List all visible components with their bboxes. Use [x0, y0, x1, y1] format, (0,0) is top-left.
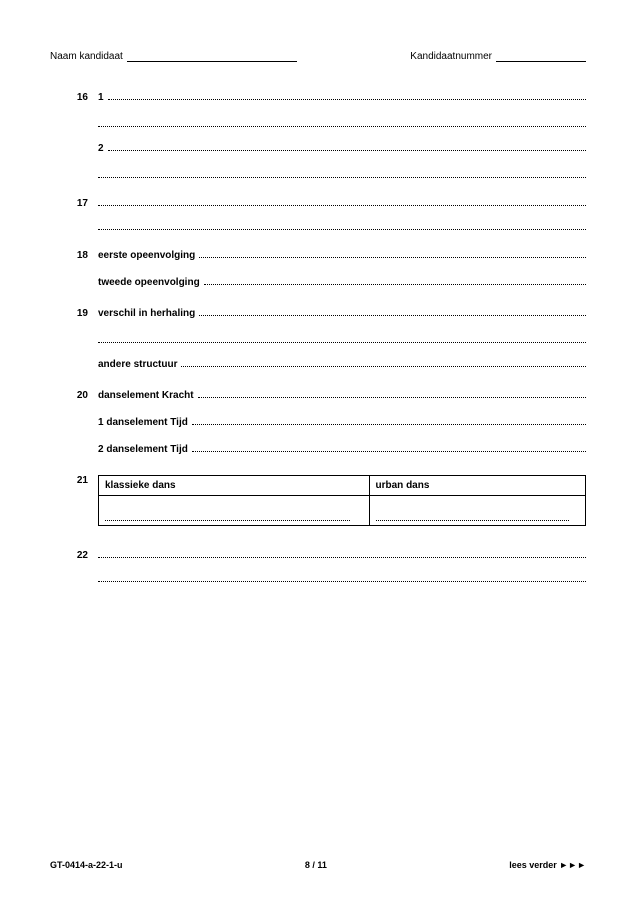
dotted-line[interactable]	[98, 572, 586, 582]
question-number: 20	[70, 388, 98, 401]
question-body: eerste opeenvolging tweede opeenvolging	[98, 248, 586, 302]
dotted-line[interactable]	[192, 415, 586, 425]
footer: GT-0414-a-22-1-u 8 / 11 lees verder ►►►	[50, 860, 586, 870]
dotted-line[interactable]	[198, 388, 586, 398]
dotted-line[interactable]	[98, 333, 586, 343]
dotted-line[interactable]	[199, 248, 586, 258]
question-row: 19verschil in herhaling andere structuur	[70, 306, 586, 384]
line-prefix: 1 danselement Tijd	[98, 417, 192, 428]
dotted-line[interactable]	[376, 513, 569, 521]
answer-line[interactable]: 2	[98, 141, 586, 154]
question-number: 18	[70, 248, 98, 261]
question-number: 19	[70, 306, 98, 319]
line-prefix: andere structuur	[98, 359, 181, 370]
answer-table: klassieke dansurban dans	[98, 475, 586, 526]
table-row	[99, 496, 586, 526]
question-row: 21klassieke dansurban dans	[70, 473, 586, 544]
dotted-line[interactable]	[98, 196, 586, 206]
dotted-line[interactable]	[108, 141, 586, 151]
question-number: 17	[70, 196, 98, 209]
question-body: klassieke dansurban dans	[98, 473, 586, 544]
dotted-line[interactable]	[108, 90, 586, 100]
question-number: 22	[70, 548, 98, 561]
table-cell[interactable]	[99, 496, 370, 526]
dotted-line[interactable]	[98, 168, 586, 178]
question-row: 18eerste opeenvolging tweede opeenvolging	[70, 248, 586, 302]
answer-line[interactable]	[98, 168, 586, 178]
answer-line[interactable]	[98, 333, 586, 343]
answer-line[interactable]: danselement Kracht	[98, 388, 586, 401]
answer-line[interactable]: verschil in herhaling	[98, 306, 586, 319]
line-prefix: tweede opeenvolging	[98, 277, 204, 288]
header: Naam kandidaat Kandidaatnummer	[50, 50, 586, 62]
question-row: 20danselement Kracht 1 danselement Tijd 2 …	[70, 388, 586, 469]
name-label: Naam kandidaat	[50, 51, 123, 62]
question-row: 17	[70, 196, 586, 244]
answer-line[interactable]	[98, 117, 586, 127]
line-prefix: 2	[98, 143, 108, 154]
answer-line[interactable]: eerste opeenvolging	[98, 248, 586, 261]
answer-line[interactable]	[98, 220, 586, 230]
footer-right: lees verder ►►►	[509, 860, 586, 870]
line-prefix: 1	[98, 92, 108, 103]
answer-line[interactable]	[98, 196, 586, 206]
answer-line[interactable]: andere structuur	[98, 357, 586, 370]
question-number: 21	[70, 473, 98, 486]
number-label: Kandidaatnummer	[410, 51, 492, 62]
question-number: 16	[70, 90, 98, 103]
dotted-line[interactable]	[204, 275, 586, 285]
answer-line[interactable]: tweede opeenvolging	[98, 275, 586, 288]
line-prefix: 2 danselement Tijd	[98, 444, 192, 455]
table-cell[interactable]	[369, 496, 585, 526]
number-field: Kandidaatnummer	[410, 50, 586, 62]
question-body: 12	[98, 90, 586, 192]
answer-line[interactable]	[98, 548, 586, 558]
answer-line[interactable]: 1	[98, 90, 586, 103]
question-body: verschil in herhaling andere structuur	[98, 306, 586, 384]
number-underline[interactable]	[496, 50, 586, 62]
dotted-line[interactable]	[105, 513, 350, 521]
footer-center: 8 / 11	[305, 860, 327, 870]
table-header: klassieke dans	[99, 476, 370, 496]
line-prefix: danselement Kracht	[98, 390, 198, 401]
answer-line[interactable]	[98, 572, 586, 582]
table-header: urban dans	[369, 476, 585, 496]
answer-line[interactable]: 1 danselement Tijd	[98, 415, 586, 428]
dotted-line[interactable]	[199, 306, 586, 316]
question-row: 1612	[70, 90, 586, 192]
line-prefix: eerste opeenvolging	[98, 250, 199, 261]
dotted-line[interactable]	[98, 220, 586, 230]
dotted-line[interactable]	[98, 548, 586, 558]
line-prefix: verschil in herhaling	[98, 308, 199, 319]
dotted-line[interactable]	[181, 357, 586, 367]
questions-area: 16121718eerste opeenvolgingtweede opeenv…	[50, 90, 586, 596]
question-row: 22	[70, 548, 586, 596]
footer-left: GT-0414-a-22-1-u	[50, 860, 123, 870]
question-body: danselement Kracht 1 danselement Tijd 2 da…	[98, 388, 586, 469]
dotted-line[interactable]	[192, 442, 586, 452]
question-body	[98, 196, 586, 244]
name-underline[interactable]	[127, 50, 297, 62]
name-field: Naam kandidaat	[50, 50, 297, 62]
dotted-line[interactable]	[98, 117, 586, 127]
question-body	[98, 548, 586, 596]
answer-line[interactable]: 2 danselement Tijd	[98, 442, 586, 455]
